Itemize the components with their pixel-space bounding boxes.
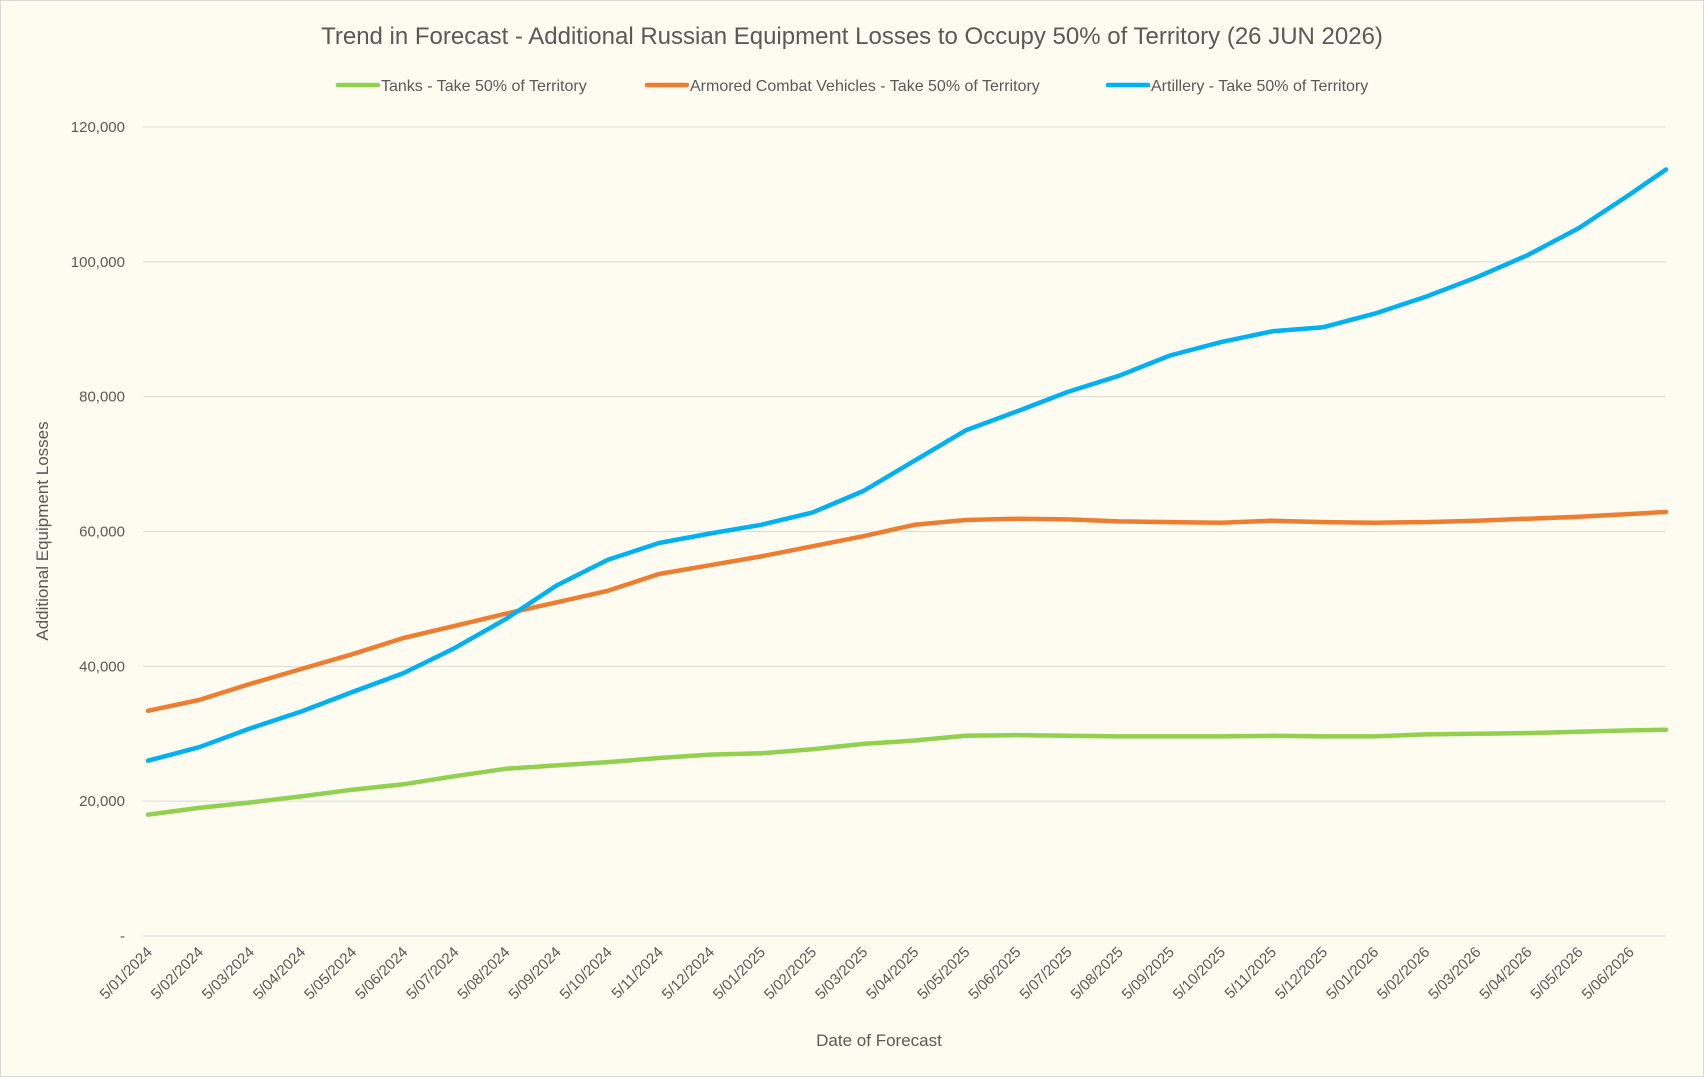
x-tick-label: 5/12/2025: [1272, 944, 1331, 1003]
x-tick-label: 5/11/2025: [1222, 944, 1280, 1002]
y-axis-title: Additional Equipment Losses: [33, 421, 52, 640]
legend-label-artillery: Artillery - Take 50% of Territory: [1151, 78, 1368, 95]
x-tick-label: 5/06/2025: [965, 944, 1024, 1003]
series-line-artillery: [145, 167, 1669, 763]
x-tick-label: 5/03/2026: [1425, 944, 1484, 1003]
series-lines: [145, 167, 1669, 817]
x-axis-title: Date of Forecast: [816, 1031, 942, 1050]
x-tick-label: 5/09/2024: [505, 944, 564, 1003]
y-tick-label: -: [120, 928, 125, 945]
x-tick-label: 5/09/2025: [1119, 944, 1178, 1003]
legend-label-armored-combat-vehicles: Armored Combat Vehicles - Take 50% of Te…: [690, 78, 1040, 95]
x-tick-label: 5/02/2024: [148, 944, 207, 1003]
x-tick-label: 5/03/2025: [812, 944, 871, 1003]
y-tick-label: 40,000: [79, 658, 125, 675]
x-tick-label: 5/01/2026: [1323, 944, 1382, 1003]
x-tick-label: 5/07/2025: [1016, 944, 1075, 1003]
series-line-armored-combat-vehicles: [145, 509, 1669, 714]
y-tick-label: 20,000: [79, 793, 125, 810]
x-tick-label: 5/07/2024: [403, 944, 462, 1003]
x-tick-label: 5/04/2025: [863, 944, 922, 1003]
x-tick-label: 5/05/2026: [1527, 944, 1586, 1003]
x-tick-label: 5/04/2026: [1476, 944, 1535, 1003]
gridlines: [143, 126, 1666, 937]
x-tick-label: 5/12/2024: [659, 944, 718, 1003]
x-tick-label: 5/08/2024: [454, 944, 513, 1003]
x-tick-label: 5/06/2026: [1579, 944, 1638, 1003]
x-tick-label: 5/05/2024: [301, 944, 360, 1003]
x-axis-tick-labels: 5/01/20245/02/20245/03/20245/04/20245/05…: [97, 944, 1638, 1003]
y-tick-label: 80,000: [79, 389, 125, 406]
x-tick-label: 5/01/2025: [710, 944, 769, 1003]
chart-title: Trend in Forecast - Additional Russian E…: [321, 23, 1383, 50]
x-tick-label: 5/10/2025: [1170, 944, 1229, 1003]
legend-label-tanks: Tanks - Take 50% of Territory: [381, 78, 587, 95]
x-tick-label: 5/05/2025: [914, 944, 973, 1003]
series-line-tanks: [145, 727, 1669, 817]
x-tick-label: 5/02/2025: [761, 944, 820, 1003]
x-tick-label: 5/08/2025: [1068, 944, 1127, 1003]
x-tick-label: 5/03/2024: [199, 944, 258, 1003]
x-tick-label: 5/06/2024: [352, 944, 411, 1003]
x-tick-label: 5/01/2024: [97, 944, 156, 1003]
x-tick-label: 5/04/2024: [250, 944, 309, 1003]
y-tick-label: 100,000: [71, 254, 125, 271]
y-axis-tick-labels: - 20,000 40,000 60,000 80,000 100,000 120,000: [71, 119, 125, 945]
x-tick-label: 5/11/2024: [608, 944, 666, 1002]
y-tick-label: 120,000: [71, 119, 125, 136]
x-tick-label: 5/10/2024: [557, 944, 616, 1003]
y-tick-label: 60,000: [79, 524, 125, 541]
x-tick-label: 5/02/2026: [1374, 944, 1433, 1003]
chart-legend: Tanks - Take 50% of Territory Armored Co…: [335, 78, 1368, 95]
